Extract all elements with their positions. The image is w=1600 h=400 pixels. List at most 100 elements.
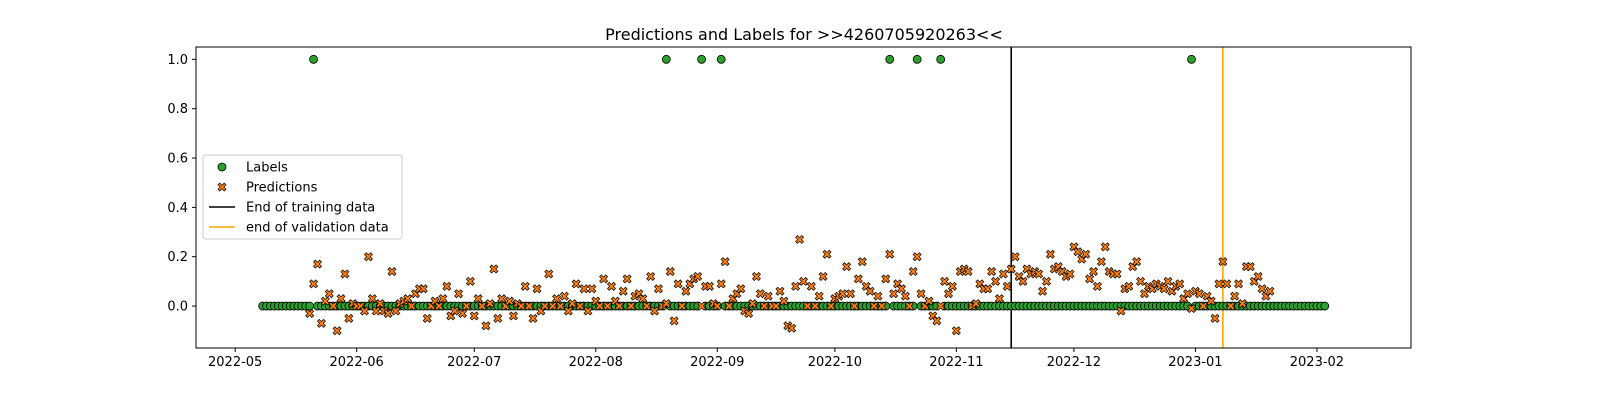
prediction-point bbox=[1214, 279, 1224, 289]
prediction-point bbox=[916, 289, 926, 299]
prediction-point bbox=[407, 301, 417, 311]
prediction-point bbox=[493, 313, 503, 323]
prediction-point bbox=[1159, 284, 1169, 294]
prediction-point bbox=[305, 308, 315, 318]
prediction-point bbox=[497, 294, 507, 304]
prediction-point bbox=[477, 301, 487, 311]
prediction-point bbox=[403, 294, 413, 304]
prediction-point bbox=[983, 284, 993, 294]
labels-series bbox=[258, 54, 1330, 311]
legend-label: End of training data bbox=[246, 201, 375, 216]
prediction-point bbox=[505, 296, 515, 306]
prediction-point bbox=[1194, 289, 1204, 299]
prediction-point bbox=[454, 289, 464, 299]
y-tick-label: 0.0 bbox=[167, 300, 188, 315]
prediction-point bbox=[1139, 289, 1149, 299]
prediction-point bbox=[673, 279, 683, 289]
prediction-point bbox=[751, 271, 761, 281]
y-tick-label: 0.4 bbox=[167, 201, 188, 216]
prediction-point bbox=[853, 274, 863, 284]
legend-labels-marker bbox=[217, 162, 227, 172]
prediction-point bbox=[1089, 267, 1099, 277]
prediction-point bbox=[461, 301, 471, 311]
prediction-point bbox=[532, 284, 542, 294]
prediction-point bbox=[1112, 269, 1122, 279]
prediction-point bbox=[697, 301, 707, 311]
prediction-point bbox=[653, 284, 663, 294]
x-tick-label: 2022-12 bbox=[1047, 355, 1101, 370]
prediction-point bbox=[822, 249, 832, 259]
prediction-point bbox=[1116, 306, 1126, 316]
prediction-point bbox=[618, 286, 628, 296]
prediction-point bbox=[567, 299, 577, 309]
x-tick-label: 2022-11 bbox=[929, 355, 983, 370]
prediction-point bbox=[1081, 249, 1091, 259]
prediction-point bbox=[434, 301, 444, 311]
prediction-point bbox=[912, 252, 922, 262]
prediction-point bbox=[1218, 257, 1228, 267]
legend-label: Predictions bbox=[246, 181, 318, 196]
prediction-point bbox=[524, 301, 534, 311]
prediction-point bbox=[1100, 242, 1110, 252]
prediction-point bbox=[485, 299, 495, 309]
prediction-point bbox=[716, 279, 726, 289]
prediction-point bbox=[826, 301, 836, 311]
prediction-point bbox=[614, 301, 624, 311]
prediction-point bbox=[313, 259, 322, 269]
prediction-point bbox=[360, 306, 370, 316]
legend-label: end of validation data bbox=[246, 221, 389, 236]
prediction-point bbox=[1085, 274, 1095, 284]
prediction-point bbox=[336, 294, 346, 304]
prediction-point bbox=[806, 281, 816, 291]
x-tick-label: 2022-07 bbox=[447, 355, 501, 370]
prediction-point bbox=[579, 284, 589, 294]
legend-box bbox=[202, 154, 403, 240]
prediction-point bbox=[544, 269, 554, 279]
y-tick-label: 0.2 bbox=[167, 250, 188, 265]
prediction-point bbox=[332, 326, 342, 336]
prediction-point bbox=[744, 308, 754, 318]
prediction-point bbox=[849, 301, 859, 311]
prediction-point bbox=[998, 269, 1008, 279]
prediction-point bbox=[571, 279, 581, 289]
prediction-point bbox=[736, 284, 746, 294]
prediction-point bbox=[1045, 249, 1055, 259]
prediction-point bbox=[818, 271, 828, 281]
prediction-point bbox=[775, 286, 785, 296]
prediction-point bbox=[481, 321, 491, 331]
label-point bbox=[1187, 54, 1196, 64]
prediction-point bbox=[908, 267, 918, 277]
x-tick-label: 2022-06 bbox=[330, 355, 384, 370]
y-tick-label: 0.6 bbox=[167, 152, 188, 167]
prediction-point bbox=[1010, 252, 1020, 262]
label-point bbox=[936, 54, 946, 64]
prediction-point bbox=[1163, 276, 1173, 286]
prediction-point bbox=[465, 276, 475, 286]
prediction-point bbox=[603, 301, 613, 311]
x-tick-label: 2022-09 bbox=[690, 355, 744, 370]
prediction-point bbox=[791, 281, 801, 291]
axes: 2022-05 2022-06 2022-07 2022-08 2022-09 2022-… bbox=[167, 53, 1344, 370]
prediction-point bbox=[583, 306, 593, 316]
prediction-point bbox=[994, 294, 1004, 304]
prediction-point bbox=[1253, 271, 1263, 281]
prediction-point bbox=[924, 296, 934, 306]
prediction-point bbox=[324, 289, 334, 299]
prediction-point bbox=[1237, 299, 1247, 309]
prediction-point bbox=[340, 269, 350, 279]
prediction-point bbox=[889, 289, 899, 299]
prediction-point bbox=[442, 281, 452, 291]
prediction-point bbox=[940, 276, 950, 286]
label-point bbox=[661, 54, 671, 64]
prediction-point bbox=[904, 301, 914, 311]
prediction-point bbox=[936, 301, 946, 311]
prediction-point bbox=[391, 306, 401, 316]
prediction-point bbox=[1226, 301, 1236, 311]
prediction-point bbox=[1002, 281, 1012, 291]
prediction-point bbox=[877, 301, 887, 311]
prediction-point bbox=[1096, 257, 1106, 267]
prediction-point bbox=[987, 267, 997, 277]
prediction-point bbox=[677, 301, 687, 311]
